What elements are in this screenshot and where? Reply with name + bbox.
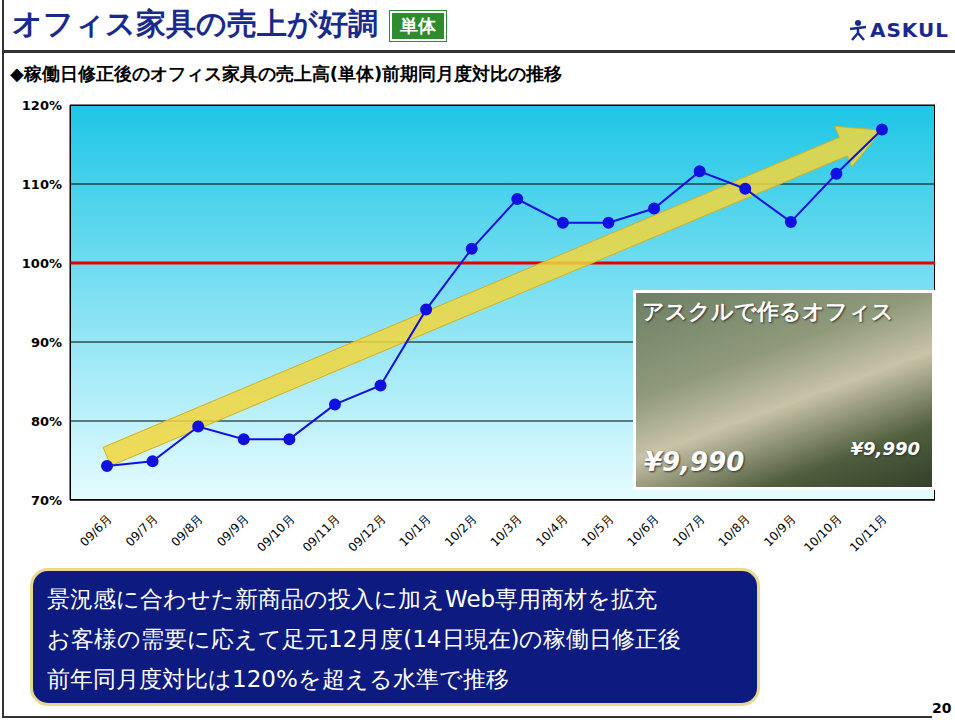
svg-text:10/11月: 10/11月 — [847, 512, 890, 555]
svg-text:09/10月: 09/10月 — [254, 512, 297, 555]
svg-text:70%: 70% — [31, 493, 62, 508]
html-text:¥9,990: ¥9,990 — [850, 438, 920, 459]
svg-text:09/9月: 09/9月 — [214, 512, 251, 549]
svg-text:10/8月: 10/8月 — [716, 512, 753, 549]
svg-text:10/9月: 10/9月 — [761, 512, 798, 549]
svg-text:09/7月: 09/7月 — [123, 512, 160, 549]
svg-text:09/12月: 09/12月 — [345, 512, 388, 555]
svg-text:10/5月: 10/5月 — [579, 512, 616, 549]
svg-text:10/10月: 10/10月 — [801, 512, 844, 555]
svg-text:120%: 120% — [22, 98, 62, 113]
html-text:¥9,990: ¥9,990 — [644, 447, 745, 477]
html-text:ASKUL: ASKUL — [870, 18, 949, 42]
svg-text:09/8月: 09/8月 — [169, 512, 206, 549]
html-text:20: 20 — [932, 700, 952, 716]
svg-text:10/6月: 10/6月 — [624, 512, 661, 549]
html-text:単体: 単体 — [400, 14, 436, 36]
html-text:オフィス家具の売上が好調: オフィス家具の売上が好調 — [12, 6, 378, 41]
html-text:前年同月度対比は120%を超える水準で推移: 前年同月度対比は120%を超える水準で推移 — [47, 666, 509, 692]
html-text:◆稼働日修正後のオフィス家具の売上高(単体)前期同月度対比の: ◆稼働日修正後のオフィス家具の売上高(単体)前期同月度対比の推移 — [10, 63, 563, 84]
html-text:アスクルで作るオフィス: アスクルで作るオフィス — [642, 299, 894, 324]
svg-text:90%: 90% — [31, 335, 62, 350]
svg-text:09/6月: 09/6月 — [77, 512, 114, 549]
svg-text:10/2月: 10/2月 — [442, 512, 479, 549]
html-text:お客様の需要に応えて足元12月度(14日現在)の稼働日修正後: お客様の需要に応えて足元12月度(14日現在)の稼働日修正後 — [47, 626, 682, 652]
svg-text:10/7月: 10/7月 — [670, 512, 707, 549]
svg-text:10/3月: 10/3月 — [488, 512, 525, 549]
svg-text:10/4月: 10/4月 — [533, 512, 570, 549]
svg-text:10/1月: 10/1月 — [396, 512, 433, 549]
svg-text:09/11月: 09/11月 — [300, 512, 343, 555]
svg-text:80%: 80% — [31, 414, 62, 429]
svg-text:110%: 110% — [22, 177, 62, 192]
html-text:景況感に合わせた新商品の投入に加えWeb専用商材を拡充: 景況感に合わせた新商品の投入に加えWeb専用商材を拡充 — [47, 586, 658, 612]
svg-text:100%: 100% — [22, 256, 62, 271]
